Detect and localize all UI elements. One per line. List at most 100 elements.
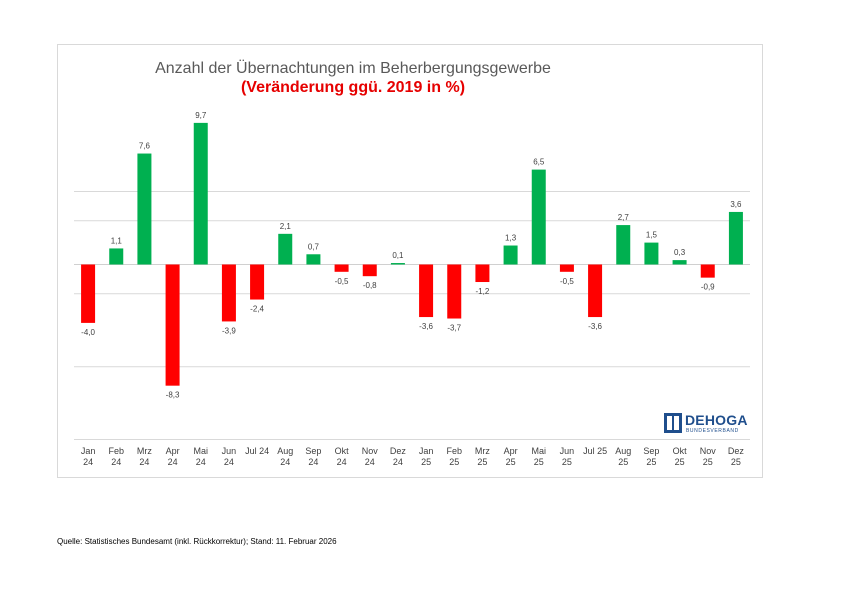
x-tick-label: Okt [335,446,350,456]
x-tick-label: Okt [673,446,688,456]
x-tick-label-year: 25 [562,457,572,467]
data-label: -2,4 [250,305,264,314]
bar [503,245,518,265]
x-tick-label-year: 24 [111,457,121,467]
data-label: -3,6 [419,322,433,331]
x-tick-label: Feb [446,446,462,456]
x-tick-label: Feb [108,446,124,456]
bar [81,264,96,323]
x-tick-label: Aug [615,446,631,456]
x-tick-label-year: 25 [506,457,516,467]
dehoga-logo: DEHOGA BUNDESVERBAND [664,412,750,435]
bar [193,122,208,265]
bar [700,264,715,278]
bar-layer [81,122,743,386]
label-layer: -4,0 1,1 7,6 -8,3 9,7 -3,9 -2,4 2,1 0,7 -0,5 -0,8 0… [81,111,742,400]
x-tick-label: Mai [531,446,546,456]
chart-subtitle: (Veränderung ggü. 2019 in %) [240,79,466,96]
data-label: 1,1 [111,236,123,245]
data-label: -0,8 [363,281,377,290]
data-label: -3,7 [447,324,461,333]
x-tick-label-year: 25 [703,457,713,467]
bar [559,264,574,272]
bar [137,153,152,265]
x-tick-label: Sep [305,446,321,456]
data-label: -0,9 [701,283,715,292]
bar [390,263,405,265]
data-label: -1,2 [476,287,490,296]
data-label: -3,9 [222,326,236,335]
bar [531,169,546,265]
x-tick-label-year: 25 [618,457,628,467]
bar [419,264,434,318]
bar [334,264,349,272]
x-tick-label: Apr [166,446,180,456]
data-label: -0,5 [560,277,574,286]
bar [221,264,236,322]
x-tick-label: Jul 25 [583,446,607,456]
source-note: Quelle: Statistisches Bundesamt (inkl. R… [57,537,337,546]
x-tick-label-year: 24 [83,457,93,467]
bar [728,211,743,265]
dehoga-logo-icon [664,413,682,433]
x-tick-label: Jan [419,446,434,456]
grid-layer [74,191,750,440]
x-tick-label: Jun [222,446,237,456]
x-tick-label-year: 24 [308,457,318,467]
data-label: 0,3 [674,248,686,257]
x-tick-label: Apr [504,446,518,456]
bar [672,260,687,265]
bar [644,242,659,265]
bar [616,225,631,265]
x-tick-label-year: 25 [534,457,544,467]
x-tick-label-year: 25 [421,457,431,467]
bar [250,264,265,300]
data-label: -4,0 [81,328,95,337]
chart-title: Anzahl der Übernachtungen im Beherbergun… [155,60,551,77]
x-tick-label-year: 24 [337,457,347,467]
x-tick-label: Jun [560,446,575,456]
data-label: 7,6 [139,142,151,151]
data-label: 6,5 [533,158,545,167]
bar [109,248,124,265]
x-tick-label-year: 24 [365,457,375,467]
x-tick-label-year: 25 [449,457,459,467]
x-tick-label: Jan [81,446,96,456]
bar [165,264,180,386]
x-tick-label-year: 25 [646,457,656,467]
data-label: -3,6 [588,322,602,331]
data-label: -8,3 [166,391,180,400]
bar [362,264,377,277]
data-label: 9,7 [195,111,207,120]
data-label: 0,7 [308,242,320,251]
logo-subtitle: BUNDESVERBAND [686,428,739,434]
x-tick-label: Jul 24 [245,446,269,456]
x-tick-label-year: 24 [224,457,234,467]
x-tick-label: Sep [643,446,659,456]
x-tick-label-year: 24 [280,457,290,467]
x-tick-label: Dez [728,446,745,456]
data-label: 0,1 [392,251,404,260]
bar [475,264,490,283]
x-tick-label: Mrz [475,446,490,456]
x-tick-label: Nov [700,446,717,456]
x-tick-label: Mrz [137,446,152,456]
data-label: 1,5 [646,231,658,240]
x-tick-label-year: 24 [168,457,178,467]
bar [306,254,321,265]
bar [447,264,462,319]
data-label: 3,6 [730,200,742,209]
x-tick-label: Mai [193,446,208,456]
x-tick-label: Aug [277,446,293,456]
x-tick-label-year: 25 [731,457,741,467]
data-label: -0,5 [335,277,349,286]
x-tick-label-year: 25 [477,457,487,467]
x-tick-label-year: 24 [393,457,403,467]
x-tick-label-year: 24 [139,457,149,467]
x-tick-label-year: 24 [196,457,206,467]
logo-name: DEHOGA [685,412,748,428]
data-label: 2,7 [618,213,630,222]
bar [278,233,293,265]
